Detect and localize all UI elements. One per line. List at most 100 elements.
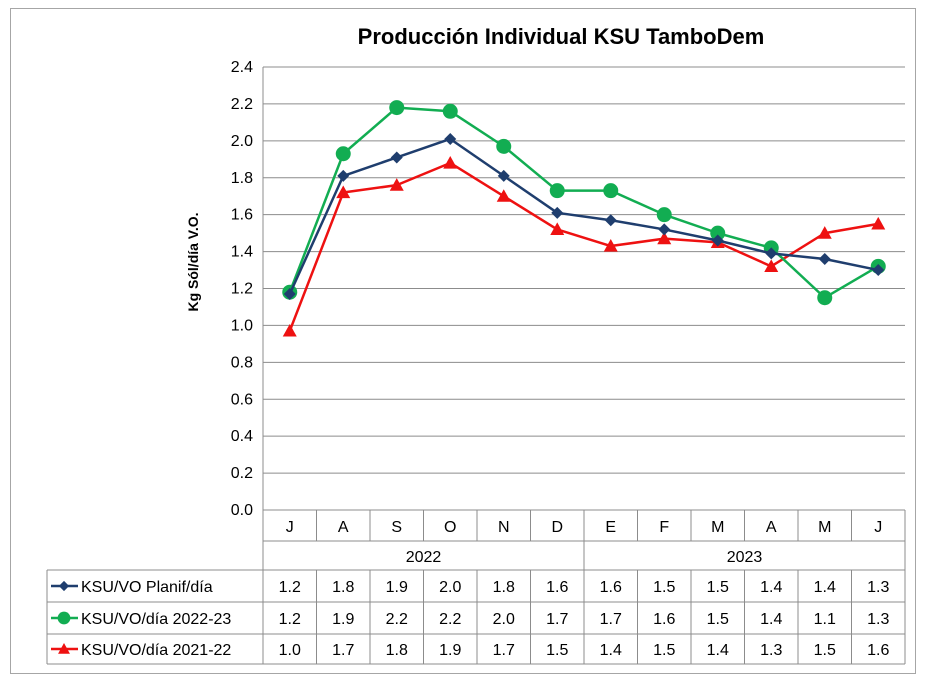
table-value: 1.5 bbox=[707, 611, 729, 628]
series-line bbox=[288, 161, 879, 332]
x-tick-label: O bbox=[444, 519, 456, 536]
data-point bbox=[389, 178, 404, 191]
legend-label: KSU/VO/día 2021-22 bbox=[81, 642, 231, 659]
data-point bbox=[496, 138, 512, 154]
data-point bbox=[337, 169, 350, 182]
table-value: 1.5 bbox=[653, 642, 675, 659]
series-line bbox=[288, 137, 879, 295]
legend-key-marker bbox=[58, 643, 70, 654]
table-value: 1.3 bbox=[760, 642, 782, 659]
data-point bbox=[764, 259, 779, 272]
data-point bbox=[496, 189, 511, 202]
table-value: 2.2 bbox=[439, 611, 461, 628]
y-tick-label: 2.0 bbox=[231, 133, 253, 150]
data-point bbox=[443, 155, 458, 169]
y-axis-ticks: 0.0 0.2 0.4 0.6 0.8 1.0 1.2 1.4 1.6 1.8 2.0 2.2 2.4 bbox=[231, 59, 253, 519]
table-value: 1.4 bbox=[760, 579, 782, 596]
y-tick-label: 2.2 bbox=[231, 96, 253, 113]
table-value: 1.8 bbox=[493, 579, 515, 596]
x-tick-label: F bbox=[659, 519, 669, 536]
year-group-label: 2023 bbox=[727, 549, 763, 566]
table-value: 1.6 bbox=[546, 579, 568, 596]
table-value: 1.3 bbox=[867, 579, 889, 596]
series-line bbox=[288, 106, 879, 299]
data-point bbox=[765, 247, 778, 260]
data-point bbox=[871, 216, 886, 230]
data-point bbox=[656, 207, 672, 223]
data-point bbox=[283, 288, 296, 301]
data-point bbox=[817, 290, 833, 306]
x-tick-label: A bbox=[338, 519, 349, 536]
table-value: 2.2 bbox=[386, 611, 408, 628]
gridlines bbox=[262, 66, 905, 511]
table-value: 1.5 bbox=[546, 642, 568, 659]
series-lines bbox=[282, 100, 886, 337]
y-axis-label: Kg Sól/día V.O. bbox=[185, 212, 201, 311]
x-tick-label: D bbox=[551, 519, 563, 536]
y-tick-label: 2.4 bbox=[231, 59, 253, 76]
legend-key-marker bbox=[58, 580, 70, 592]
data-point bbox=[872, 264, 885, 277]
table-value: 1.0 bbox=[279, 642, 301, 659]
table-value: 1.4 bbox=[600, 642, 622, 659]
table-value: 1.4 bbox=[814, 579, 836, 596]
data-point bbox=[282, 323, 297, 337]
y-tick-label: 1.8 bbox=[231, 170, 253, 187]
table-value: 1.5 bbox=[814, 642, 836, 659]
table-value: 1.7 bbox=[600, 611, 622, 628]
table-value: 1.5 bbox=[707, 579, 729, 596]
data-point bbox=[389, 100, 405, 116]
table-value: 1.6 bbox=[867, 642, 889, 659]
table-value: 1.6 bbox=[653, 611, 675, 628]
table-value: 1.7 bbox=[546, 611, 568, 628]
x-tick-label: M bbox=[818, 519, 831, 536]
table-value: 1.8 bbox=[332, 579, 354, 596]
table-value: 1.7 bbox=[332, 642, 354, 659]
table-value: 1.4 bbox=[707, 642, 729, 659]
data-point bbox=[710, 225, 726, 241]
y-tick-label: 1.4 bbox=[231, 244, 253, 261]
data-point bbox=[657, 231, 672, 245]
y-tick-label: 1.0 bbox=[231, 317, 253, 334]
y-tick-label: 0.6 bbox=[231, 391, 253, 408]
table-value: 1.6 bbox=[600, 579, 622, 596]
legend-label: KSU/VO Planif/día bbox=[81, 579, 213, 596]
data-point bbox=[549, 183, 565, 199]
x-tick-label: E bbox=[605, 519, 616, 536]
x-tick-label: N bbox=[498, 519, 510, 536]
data-point bbox=[390, 151, 403, 164]
y-tick-label: 0.8 bbox=[231, 354, 253, 371]
legend-key-marker bbox=[57, 611, 71, 625]
table-value: 1.8 bbox=[386, 642, 408, 659]
data-point bbox=[603, 183, 619, 199]
data-point bbox=[551, 206, 564, 219]
data-point bbox=[497, 169, 510, 182]
x-tick-label: S bbox=[391, 519, 402, 536]
data-point bbox=[604, 214, 617, 227]
table-value: 1.2 bbox=[279, 611, 301, 628]
data-point bbox=[603, 239, 618, 252]
data-point bbox=[817, 226, 832, 239]
data-point bbox=[336, 185, 351, 199]
x-tick-label: M bbox=[711, 519, 724, 536]
data-point bbox=[442, 103, 458, 119]
data-point bbox=[335, 146, 351, 162]
table-value: 2.0 bbox=[493, 611, 515, 628]
table-value: 2.0 bbox=[439, 579, 461, 596]
y-tick-label: 0.2 bbox=[231, 465, 253, 482]
data-point bbox=[818, 252, 831, 265]
legend-label: KSU/VO/día 2022-23 bbox=[81, 611, 231, 628]
table-value: 1.2 bbox=[279, 579, 301, 596]
table-value: 1.9 bbox=[439, 642, 461, 659]
table-value: 1.5 bbox=[653, 579, 675, 596]
table-value: 1.9 bbox=[332, 611, 354, 628]
y-tick-label: 0.4 bbox=[231, 428, 253, 445]
x-tick-label: A bbox=[766, 519, 777, 536]
chart-title: Producción Individual KSU TamboDem bbox=[358, 24, 765, 49]
y-tick-label: 1.6 bbox=[231, 207, 253, 224]
data-point bbox=[658, 223, 671, 236]
table-value: 1.1 bbox=[814, 611, 836, 628]
x-tick-label: J bbox=[286, 519, 294, 536]
data-table: J A S O N D E F M A M J 2022 2023 KSU/VO Planif/día 1.2… bbox=[46, 510, 906, 665]
